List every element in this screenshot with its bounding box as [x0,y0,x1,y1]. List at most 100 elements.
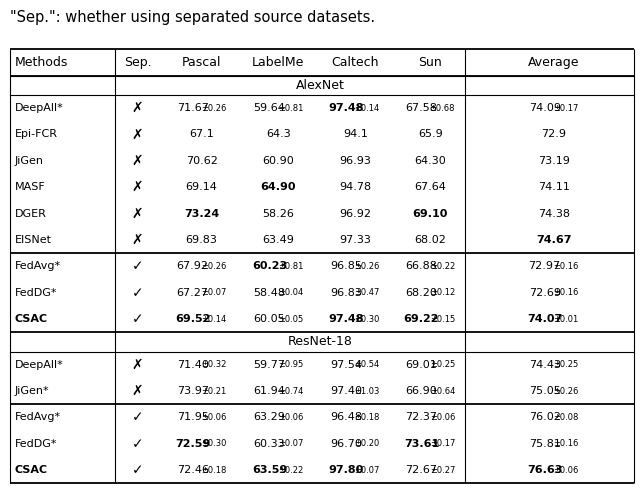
Text: ±0.08: ±0.08 [553,413,579,422]
Text: 72.37: 72.37 [405,413,437,423]
Text: 74.67: 74.67 [536,235,572,245]
Text: ±0.68: ±0.68 [429,104,455,112]
Text: ±0.64: ±0.64 [429,387,455,395]
Text: 96.83: 96.83 [330,288,362,298]
Text: 97.33: 97.33 [339,235,371,245]
Text: CSAC: CSAC [15,314,48,324]
Text: Average: Average [528,56,579,69]
Text: MASF: MASF [15,182,45,192]
Text: ±0.17: ±0.17 [429,439,455,448]
Text: ±0.20: ±0.20 [355,439,380,448]
Text: FedDG*: FedDG* [15,439,57,449]
Text: 60.33: 60.33 [253,439,285,449]
Text: 69.22: 69.22 [404,314,439,324]
Text: ±0.06: ±0.06 [429,413,455,422]
Text: LabelMe: LabelMe [252,56,305,69]
Text: ✗: ✗ [132,233,143,247]
Text: JiGen: JiGen [15,156,44,166]
Text: 73.24: 73.24 [184,209,220,218]
Text: 72.97: 72.97 [529,261,561,271]
Text: ±0.16: ±0.16 [553,288,579,297]
Text: 69.01: 69.01 [406,360,437,370]
Text: 64.30: 64.30 [415,156,446,166]
Text: 94.1: 94.1 [343,130,367,140]
Text: 71.95: 71.95 [177,413,209,423]
Text: ±0.30: ±0.30 [355,315,380,323]
Text: ✓: ✓ [132,312,143,326]
Text: ±0.16: ±0.16 [553,439,579,448]
Text: ✓: ✓ [132,411,143,424]
Text: AlexNet: AlexNet [296,79,344,92]
Text: 67.27: 67.27 [177,288,209,298]
Text: 72.59: 72.59 [175,439,210,449]
Text: FedDG*: FedDG* [15,288,57,298]
Text: 72.9: 72.9 [541,130,566,140]
Text: 60.23: 60.23 [252,261,287,271]
Text: 68.20: 68.20 [406,288,437,298]
Text: ✗: ✗ [132,128,143,141]
Text: 97.54: 97.54 [330,360,362,370]
Text: Sep.: Sep. [124,56,152,69]
Text: 65.9: 65.9 [418,130,443,140]
Text: 96.48: 96.48 [330,413,362,423]
Text: DGER: DGER [15,209,47,218]
Text: 96.92: 96.92 [339,209,371,218]
Text: 63.59: 63.59 [252,465,287,475]
Text: ±0.25: ±0.25 [553,360,578,369]
Text: 69.14: 69.14 [186,182,218,192]
Text: DeepAll*: DeepAll* [15,103,63,113]
Text: ±0.17: ±0.17 [553,104,579,112]
Text: ±0.01: ±0.01 [553,315,578,323]
Text: ±0.95: ±0.95 [278,360,303,369]
Text: ±0.25: ±0.25 [430,360,455,369]
Text: ResNet-18: ResNet-18 [287,335,353,349]
Text: 97.48: 97.48 [328,103,364,113]
Text: 60.90: 60.90 [262,156,294,166]
Text: 60.05: 60.05 [253,314,285,324]
Text: 69.83: 69.83 [186,235,218,245]
Text: 74.09: 74.09 [529,103,561,113]
Text: Methods: Methods [15,56,68,69]
Text: ✗: ✗ [132,384,143,398]
Text: ±0.18: ±0.18 [201,466,227,475]
Text: 69.10: 69.10 [413,209,448,218]
Text: 67.64: 67.64 [415,182,446,192]
Text: 73.97: 73.97 [177,386,209,396]
Text: 66.88: 66.88 [406,261,437,271]
Text: ✓: ✓ [132,286,143,300]
Text: 72.69: 72.69 [529,288,561,298]
Text: 97.48: 97.48 [328,314,364,324]
Text: 64.3: 64.3 [266,130,291,140]
Text: ±0.07: ±0.07 [278,439,303,448]
Text: "Sep.": whether using separated source datasets.: "Sep.": whether using separated source d… [10,10,375,25]
Text: ±0.21: ±0.21 [201,387,226,395]
Text: ±0.81: ±0.81 [278,262,303,271]
Text: Caltech: Caltech [332,56,379,69]
Text: ±0.26: ±0.26 [201,104,227,112]
Text: ±0.32: ±0.32 [201,360,227,369]
Text: 67.1: 67.1 [189,130,214,140]
Text: CSAC: CSAC [15,465,48,475]
Text: 75.05: 75.05 [529,386,561,396]
Text: 70.62: 70.62 [186,156,218,166]
Text: 76.02: 76.02 [529,413,561,423]
Text: ±0.22: ±0.22 [430,262,455,271]
Text: 96.85: 96.85 [330,261,362,271]
Text: ±0.07: ±0.07 [201,288,227,297]
Text: ±0.07: ±0.07 [355,466,380,475]
Text: ±0.14: ±0.14 [201,315,226,323]
Text: Pascal: Pascal [182,56,221,69]
Text: 64.90: 64.90 [260,182,296,192]
Text: ±0.47: ±0.47 [355,288,380,297]
Text: ✗: ✗ [132,180,143,194]
Text: ±0.06: ±0.06 [278,413,303,422]
Text: ✓: ✓ [132,437,143,451]
Text: ✗: ✗ [132,207,143,220]
Text: 74.11: 74.11 [538,182,570,192]
Text: DeepAll*: DeepAll* [15,360,63,370]
Text: 59.77: 59.77 [253,360,285,370]
Text: 96.93: 96.93 [339,156,371,166]
Text: ±0.26: ±0.26 [355,262,380,271]
Text: ±0.04: ±0.04 [278,288,303,297]
Text: 97.40: 97.40 [330,386,362,396]
